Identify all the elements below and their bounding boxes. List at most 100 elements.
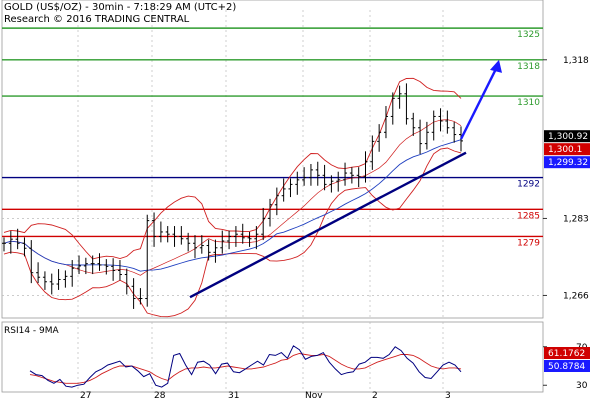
rsi-last-value-tag-label: 50.8784 <box>548 362 585 372</box>
ohlc-bar <box>233 226 238 247</box>
ohlc-bar <box>288 178 293 198</box>
last-price-tag-bg <box>544 156 590 169</box>
rsi-axis-tick-label: 30 <box>576 381 588 391</box>
ohlc-bar <box>329 175 334 193</box>
ohlc-bar <box>22 237 27 257</box>
ohlc-bar <box>268 198 273 227</box>
ohlc-bar <box>172 226 177 247</box>
last-price-tag-bg <box>544 143 590 156</box>
ohlc-bar <box>117 260 122 281</box>
level-label-1285: 1285 <box>517 211 540 221</box>
ohlc-bar <box>363 151 368 183</box>
ohlc-bar <box>240 223 245 244</box>
ohlc-bar <box>418 119 423 155</box>
ohlc-bar <box>370 135 375 170</box>
rsi-last-value-tag-label: 61.1762 <box>548 349 585 359</box>
ohlc-bar <box>77 255 82 275</box>
last-price-tag-label: 1,300.92 <box>548 132 588 142</box>
x-axis-date-label: 31 <box>228 391 239 400</box>
x-axis-date-label: 3 <box>445 391 451 400</box>
price-panel-frame <box>1 0 544 319</box>
ohlc-bar <box>49 273 54 295</box>
y-axis-tick-label: 1,283 <box>563 214 589 224</box>
last-price-tag: 1,299.32 <box>544 156 590 169</box>
ohlc-bar <box>165 226 170 243</box>
ohlc-bar <box>29 240 34 284</box>
y-axis-tick-label: 1,318 <box>563 56 589 66</box>
ohlc-bar <box>227 230 232 250</box>
ohlc-bar <box>179 226 184 245</box>
forecast-arrow-shaft <box>459 66 499 140</box>
level-label-1325: 1325 <box>517 30 540 40</box>
ohlc-bar <box>104 259 109 275</box>
ohlc-bar <box>15 228 20 250</box>
ohlc-bar <box>390 92 395 125</box>
rsi-last-value-tag-bg <box>544 360 590 372</box>
ohlc-bar <box>356 167 361 188</box>
ohlc-bar <box>411 112 416 136</box>
ohlc-bar <box>322 164 327 191</box>
ohlc-bar <box>247 231 252 247</box>
ohlc-bar <box>70 260 75 287</box>
x-axis-date-label: 2 <box>372 391 378 400</box>
ohlc-bar <box>56 269 61 290</box>
x-axis-date-label: 27 <box>80 391 91 400</box>
last-price-tag-label: 1,300.1 <box>548 145 582 155</box>
support-trendline <box>189 151 467 299</box>
ohlc-bar <box>186 232 191 252</box>
ohlc-bar <box>42 271 47 290</box>
bollinger-lower-band <box>3 147 462 318</box>
ohlc-bar <box>438 108 443 132</box>
bollinger-middle-band <box>3 119 462 276</box>
ohlc-bar <box>131 278 136 309</box>
ohlc-bar <box>261 207 266 241</box>
ohlc-bar <box>220 230 225 254</box>
ohlc-bar <box>2 237 6 252</box>
ohlc-bar <box>254 226 259 250</box>
rsi-panel-title: RSI14 - 9MA <box>4 326 59 336</box>
ohlc-bar <box>111 258 116 281</box>
ohlc-bar <box>431 110 436 141</box>
ohlc-bar <box>192 235 197 259</box>
ohlc-bar <box>452 121 457 143</box>
x-axis-date-label: Nov <box>305 391 323 400</box>
level-label-1292: 1292 <box>517 180 540 190</box>
chart-title: GOLD (US$/OZ) - 30min - 7:18:29 AM (UTC+… <box>4 2 237 13</box>
ohlc-bar <box>63 270 68 288</box>
ohlc-bar <box>152 212 157 247</box>
ohlc-bar <box>308 164 313 186</box>
y-axis-tick-label: 1,266 <box>563 291 589 301</box>
ohlc-bar <box>213 239 218 263</box>
rsi-panel-frame <box>1 321 544 393</box>
ohlc-bar <box>36 262 41 284</box>
ohlc-bar <box>8 231 13 254</box>
ohlc-bar <box>90 255 95 275</box>
ohlc-bar <box>302 167 307 186</box>
ohlc-bar <box>145 214 150 307</box>
forecast-arrow-head <box>490 59 502 73</box>
ohlc-bar <box>124 268 129 295</box>
x-axis-date-label: 28 <box>154 391 166 400</box>
ohlc-bar <box>83 257 88 275</box>
moving-average-line <box>3 139 462 272</box>
ohlc-bar <box>404 83 409 125</box>
ohlc-bar <box>206 239 211 261</box>
ohlc-bar <box>397 85 402 109</box>
ohlc-bar <box>349 167 354 184</box>
last-price-tag: 1,300.92 <box>544 130 590 143</box>
rsi-line <box>29 345 462 388</box>
bollinger-upper-band <box>3 77 462 260</box>
ohlc-bar <box>424 121 429 150</box>
last-price-tag-bg <box>544 130 590 143</box>
ohlc-bar <box>383 106 388 139</box>
level-label-1279: 1279 <box>517 238 540 248</box>
rsi-last-value-tag-bg <box>544 347 590 359</box>
ohlc-bar <box>274 187 279 216</box>
last-price-tag: 1,300.1 <box>544 143 590 156</box>
level-label-1318: 1318 <box>517 62 540 72</box>
ohlc-bar <box>199 235 204 254</box>
ohlc-bar <box>295 171 300 195</box>
level-label-1310: 1310 <box>517 98 540 108</box>
ohlc-bar <box>97 253 102 271</box>
